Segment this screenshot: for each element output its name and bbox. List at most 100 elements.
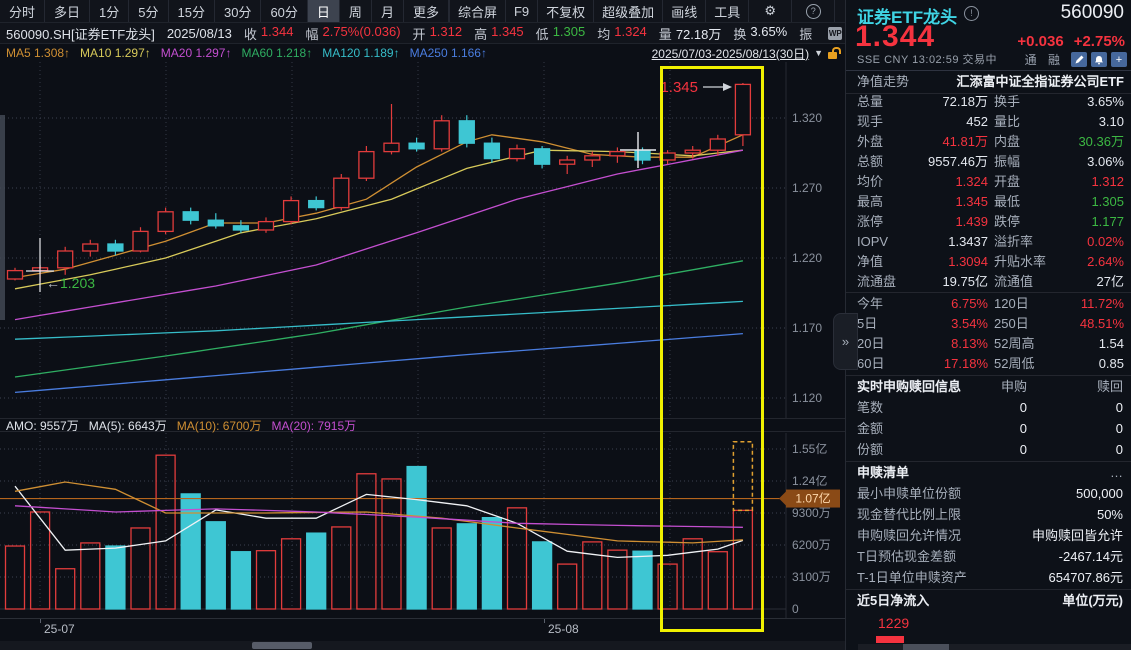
candle [182,211,199,221]
list-label: 现金替代比例上限 [857,507,962,522]
chart-scrollbar[interactable] [0,641,845,650]
volume-bar [306,532,327,610]
price-axis-label: 1.270 [792,181,822,195]
quote-fields: 收 1.344 幅 2.75%(0.036) 开 1.312 高 1.345 低 1.305 均 1.… [244,24,816,43]
info-icon[interactable]: ! [964,6,979,21]
field-label: 高 [474,26,488,42]
margin-connect-badges: 通 融 [1024,53,1064,67]
rt-row-1: 金额 0 0 [846,418,1131,439]
tool-button-4[interactable]: 画线 [662,0,705,22]
stat-label: 120日 [994,296,1029,311]
field-value: 72.18万 [675,26,722,42]
tool-button-0[interactable]: 综合屏 [448,0,505,22]
period-tab-5[interactable]: 30分 [215,0,262,22]
bell-icon[interactable] [1091,52,1107,67]
candlestick-chart[interactable]: 1.320 1.270 1.220 1.170 1.120 ←1.203 1.345 [0,62,845,418]
chart-scrollbar-thumb[interactable] [252,642,312,649]
stat-label: 振幅 [994,154,1021,169]
left-pane-handle [0,115,5,320]
volume-bar [607,549,628,610]
stat-value: 6.75% [951,296,988,311]
volume-bar [732,509,754,610]
more-icon[interactable]: … [1110,465,1123,480]
ma-line-MA20 [14,149,744,321]
period-tab-10[interactable]: 更多 [404,0,449,22]
ma-indicator-bar: MA5 1.308↑ MA10 1.297↑ MA20 1.297↑ MA60 1.2… [0,44,845,62]
stat-label: 量比 [994,114,1021,129]
divider [846,292,1131,293]
list-header: 申赎清单… [846,462,1131,483]
fund-nav-row[interactable]: 净值走势 汇添富中证全指证券公司ETF [846,70,1131,94]
tool-button-3[interactable]: 超级叠加 [593,0,662,22]
help-icon[interactable]: ? [791,0,834,22]
divider [846,461,1131,462]
period-tab-7[interactable]: 日 [307,0,340,22]
low-price-annotation: ←1.203 [46,275,95,291]
list-label: T-1日单位申赎资产 [857,570,967,585]
volume-bar [255,550,277,610]
stat-label: 开盘 [994,174,1021,189]
period-tab-2[interactable]: 1分 [90,0,130,22]
stat-value: 72.18万 [942,94,988,109]
quote-field-3: 高 1.345 [474,24,524,43]
stat-value: 1.324 [955,174,988,189]
ma-item-undefined: MA10 1.297↑ [80,46,151,60]
chevron-down-icon[interactable]: ▼ [814,48,823,58]
edit-icon[interactable] [1071,52,1087,67]
add-icon[interactable]: + [1111,52,1127,67]
stat-value: 452 [966,114,988,129]
stat-label: 均价 [857,174,884,189]
stat-label: 涨停 [857,214,884,229]
tool-button-5[interactable]: 工具 [705,0,748,22]
volume-chart[interactable]: 1.55亿 1.24亿 9300万 6200万 3100万 0 1.07亿 [0,433,845,618]
candle [458,120,475,144]
volume-axis-label: 3100万 [792,570,831,584]
volume-axis-label: 1.24亿 [792,473,827,488]
stats-row-9: 流通盘 19.75亿 流通值 27亿 [846,272,1131,292]
stat-value: 1.305 [1091,194,1124,209]
last-price: 1.344 [855,20,936,53]
stats-row-8: 净值 1.3094 升贴水率 2.64% [846,252,1131,272]
candle [483,142,501,160]
date-range-selector[interactable]: 2025/07/03-2025/08/13(30日) [651,46,810,61]
net-inflow-header: 近5日净流入 单位(万元) [846,590,1131,611]
candle [107,243,124,252]
tool-button-1[interactable]: F9 [504,0,537,22]
panel-scrollbar-thumb[interactable] [903,644,949,650]
volume-bar [280,538,302,610]
period-tab-6[interactable]: 60分 [261,0,308,22]
performance-row-1: 5日 3.54% 250日 48.51% [846,314,1131,334]
list-value: 500,000 [1076,486,1123,501]
candle [358,150,375,179]
period-tab-0[interactable]: 分时 [0,0,46,22]
unlock-icon[interactable] [828,47,841,59]
list-value: 50% [1096,507,1123,522]
volume-axis-label: 9300万 [792,506,831,520]
quote-panel: 证券ETF龙头 ! 560090 1.344 +0.036 +2.75% SSE … [845,0,1131,650]
stat-value: 1.177 [1091,214,1124,229]
list-row-4: T-1日单位申赎资产 654707.86元 [846,567,1131,588]
stat-value: 8.13% [951,336,988,351]
collapse-panel-button[interactable]: » [833,313,858,370]
stat-label: 换手 [994,94,1021,109]
price-change: +0.036 +2.75% [1007,33,1125,50]
quote-field-5: 均 1.324 [597,24,647,43]
field-label: 换 [733,26,747,42]
period-tab-1[interactable]: 多日 [45,0,91,22]
quote-info-bar: 560090.SH[证券ETF龙头] 2025/08/13 收 1.344 幅 2.7… [0,23,845,44]
period-tab-9[interactable]: 月 [372,0,404,22]
stat-label: 最低 [994,194,1021,209]
period-tab-8[interactable]: 周 [340,0,372,22]
period-tab-4[interactable]: 15分 [169,0,215,22]
price-axis-label: 1.120 [792,391,822,405]
divider [846,589,1131,590]
gear-icon[interactable]: ⚙ [748,0,791,22]
volume-bar [29,511,51,610]
volume-bar [657,563,678,610]
stat-value: 1.439 [955,214,988,229]
tool-button-2[interactable]: 不复权 [537,0,593,22]
period-tab-3[interactable]: 5分 [129,0,169,22]
panel-scrollbar[interactable] [858,644,1131,650]
rt-redeem-value: 0 [1115,421,1123,436]
